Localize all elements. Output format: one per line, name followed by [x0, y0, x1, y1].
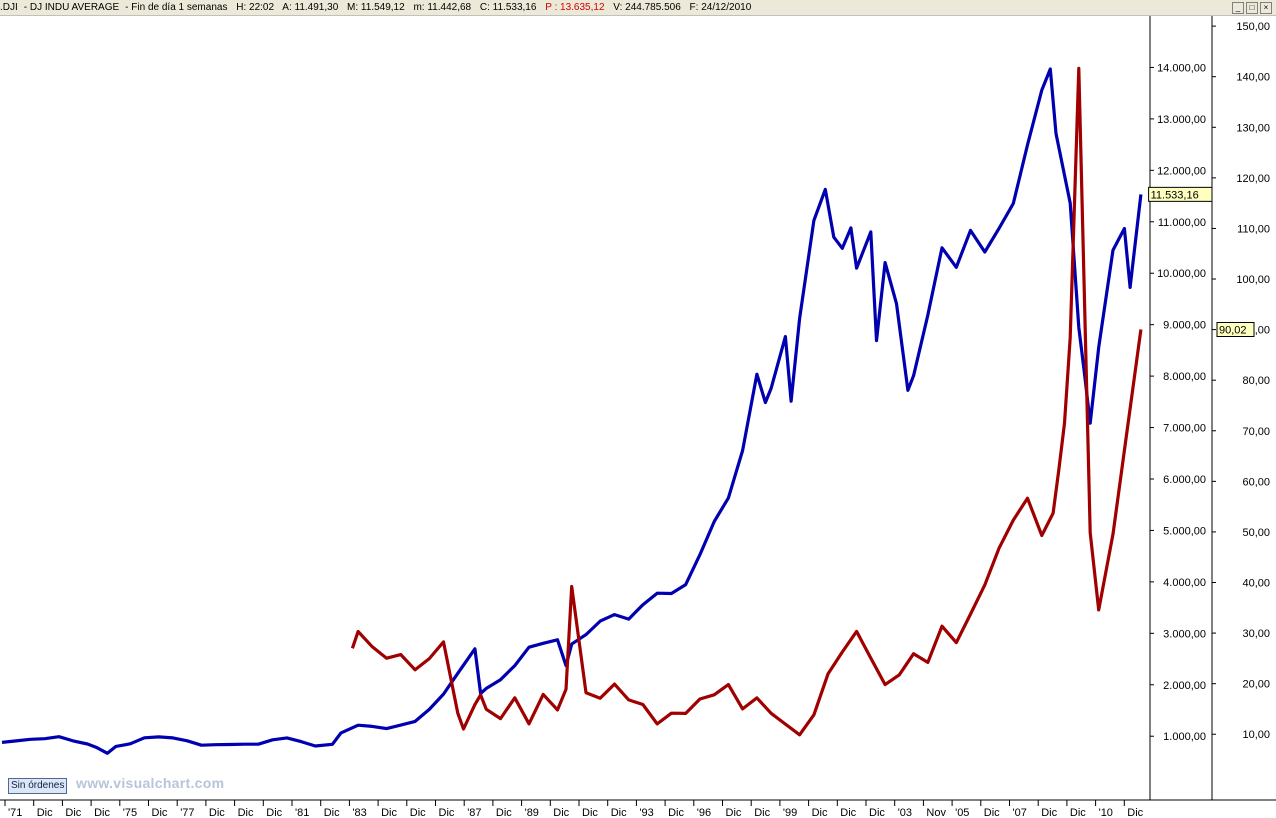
time-axis-label: Dic — [238, 807, 254, 818]
time-axis-label: Dic — [668, 807, 684, 818]
right-axis-tick-label: 100,00 — [1236, 274, 1270, 286]
dji-last-value: 11.533,16 — [1151, 189, 1199, 201]
time-axis-label: Dic — [381, 807, 397, 818]
low-value: m: 11.442,68 — [413, 2, 472, 13]
time-axis-label: '87 — [467, 807, 481, 818]
time-axis-label: Dic — [1127, 807, 1143, 818]
left-axis-tick-label: 8.000,00 — [1163, 371, 1206, 383]
time-axis-label: Dic — [1041, 807, 1057, 818]
time-axis-label: Dic — [37, 807, 53, 818]
right-axis-tick-label: 30,00 — [1242, 628, 1270, 640]
chart-header: .DJI - DJ INDU AVERAGE - Fin de día 1 sema… — [0, 0, 1276, 16]
right-axis-tick-label: 70,00 — [1242, 426, 1270, 438]
time-axis-label: '77 — [180, 807, 194, 818]
time-axis-label: '81 — [295, 807, 309, 818]
symbol-label: .DJI — [0, 2, 18, 13]
instrument-name: DJ INDU AVERAGE — [29, 2, 120, 13]
time-axis-label: '10 — [1099, 807, 1113, 818]
time-axis-label: Dic — [1070, 807, 1086, 818]
left-axis-tick-label: 12.000,00 — [1157, 165, 1206, 177]
time-axis-label: Dic — [65, 807, 81, 818]
right-axis-tick-label: 110,00 — [1237, 223, 1270, 235]
time-axis-label: Dic — [726, 807, 742, 818]
time-axis-label: '96 — [697, 807, 711, 818]
high-value: M: 11.549,12 — [347, 2, 405, 13]
close-button[interactable]: × — [1260, 2, 1272, 14]
p-value: P : 13.635,12 — [545, 2, 605, 13]
time-axis-label: Nov — [926, 807, 946, 818]
time-axis-label: '03 — [898, 807, 912, 818]
time-axis-label: Dic — [266, 807, 282, 818]
dji-price-line — [1, 67, 1143, 755]
open-value: A: 11.491,30 — [282, 2, 339, 13]
time-axis-label: Dic — [152, 807, 168, 818]
left-axis-tick-label: 5.000,00 — [1163, 525, 1206, 537]
left-axis-tick-label: 7.000,00 — [1163, 423, 1206, 435]
time-axis-label: Dic — [840, 807, 856, 818]
date-value: F: 24/12/2010 — [689, 2, 752, 13]
time-axis-label: '99 — [783, 807, 797, 818]
time-axis-label: '71 — [8, 807, 22, 818]
time-axis-label: Dic — [324, 807, 340, 818]
right-axis-tick-label: 120,00 — [1236, 173, 1270, 185]
right-axis-tick-label: 80,00 — [1242, 375, 1270, 387]
volume-value: V: 244.785.506 — [613, 2, 681, 13]
indicator-line — [350, 66, 1143, 737]
time-axis-label: '75 — [123, 807, 137, 818]
time-axis-label: Dic — [439, 807, 455, 818]
period-label: Fin de día 1 semanas — [131, 2, 228, 13]
watermark: www.visualchart.com — [76, 775, 225, 791]
time-axis-label: Dic — [812, 807, 828, 818]
right-axis-tick-label: 150,00 — [1236, 21, 1270, 33]
indicator-last-value-box — [1216, 321, 1255, 337]
close-value: C: 11.533,16 — [479, 2, 537, 13]
orders-badge[interactable]: Sin órdenes — [8, 778, 68, 794]
left-axis-tick-label: 3.000,00 — [1163, 628, 1206, 640]
hour-value: H: 22:02 — [236, 2, 275, 13]
window-controls: _ □ × — [1232, 2, 1272, 14]
time-axis-label: '05 — [955, 807, 969, 818]
time-axis-label: Dic — [869, 807, 885, 818]
left-axis-tick-label: 13.000,00 — [1157, 114, 1206, 126]
left-axis-tick-label: 11.000,00 — [1158, 217, 1206, 229]
time-axis-label: Dic — [984, 807, 1000, 818]
right-axis-tick-label: 50,00 — [1242, 527, 1270, 539]
left-axis-tick-label: 4.000,00 — [1163, 577, 1206, 589]
time-axis-label: Dic — [582, 807, 598, 818]
time-axis-label: Dic — [754, 807, 770, 818]
time-axis-label: '89 — [525, 807, 539, 818]
time-axis-label: '07 — [1013, 807, 1027, 818]
dji-last-value-box — [1148, 186, 1213, 202]
left-axis-tick-label: 9.000,00 — [1163, 320, 1206, 332]
left-axis-tick-label: 14.000,00 — [1157, 62, 1206, 74]
time-axis-label: Dic — [611, 807, 627, 818]
time-axis-label: Dic — [410, 807, 426, 818]
minimize-button[interactable]: _ — [1232, 2, 1244, 14]
right-axis-tick-label: 20,00 — [1242, 679, 1270, 691]
left-axis-tick-label: 10.000,00 — [1157, 268, 1206, 280]
time-axis-label: Dic — [496, 807, 512, 818]
right-axis-tick-label: 60,00 — [1242, 476, 1270, 488]
left-axis-tick-label: 6.000,00 — [1163, 474, 1206, 486]
left-axis-tick-label: 1.000,00 — [1163, 731, 1206, 743]
right-axis-tick-label: 40,00 — [1242, 578, 1270, 590]
right-axis-tick-label: 10,00 — [1242, 729, 1270, 741]
right-axis-tick-label: 140,00 — [1236, 72, 1270, 84]
price-chart[interactable]: 1.000,00 2.000,00 3.000,00 4.000,00 5.000,00… — [0, 16, 1276, 818]
time-axis-label: Dic — [209, 807, 225, 818]
time-axis-label: '83 — [352, 807, 366, 818]
left-axis-tick-label: 2.000,00 — [1163, 680, 1206, 692]
time-axis-label: Dic — [553, 807, 569, 818]
time-axis-label: Dic — [94, 807, 110, 818]
time-axis-label: '93 — [639, 807, 653, 818]
maximize-button[interactable]: □ — [1246, 2, 1258, 14]
right-axis-tick-label: 130,00 — [1236, 122, 1270, 134]
indicator-last-value: 90,02 — [1219, 324, 1247, 336]
